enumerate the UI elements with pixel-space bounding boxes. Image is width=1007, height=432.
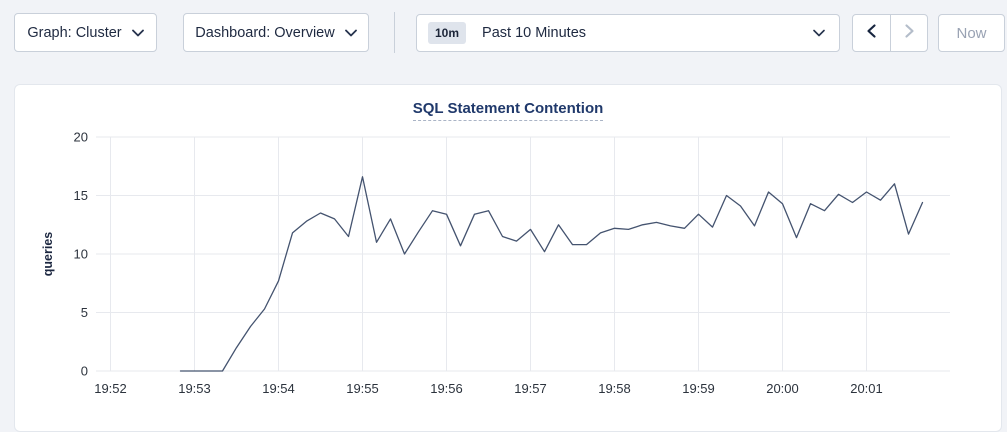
x-tick-label: 19:57 bbox=[514, 381, 547, 396]
x-tick-label: 19:56 bbox=[430, 381, 463, 396]
x-tick-label: 19:58 bbox=[598, 381, 631, 396]
x-tick-label: 20:01 bbox=[850, 381, 883, 396]
time-window-label: Past 10 Minutes bbox=[482, 25, 587, 41]
chevron-down-icon bbox=[344, 25, 357, 41]
y-tick-label: 15 bbox=[74, 188, 88, 203]
dashboard-dropdown-label: Dashboard: Overview bbox=[195, 24, 335, 41]
series-line-queries bbox=[179, 176, 924, 372]
prev-time-button[interactable] bbox=[853, 15, 890, 51]
chart-title-row: SQL Statement Contention bbox=[14, 100, 1002, 121]
dashboard-dropdown[interactable]: Dashboard: Overview bbox=[183, 13, 369, 52]
chart-title[interactable]: SQL Statement Contention bbox=[412, 100, 604, 121]
time-range-select[interactable]: 10m Past 10 Minutes bbox=[416, 14, 840, 52]
x-tick-label: 19:53 bbox=[178, 381, 211, 396]
graph-dropdown-label: Graph: Cluster bbox=[27, 24, 122, 41]
chevron-down-icon bbox=[813, 25, 825, 41]
chart-card bbox=[14, 84, 1002, 432]
y-axis-title: queries bbox=[41, 232, 55, 277]
chevron-left-icon bbox=[866, 23, 877, 44]
y-tick-label: 5 bbox=[81, 305, 88, 320]
graph-dropdown[interactable]: Graph: Cluster bbox=[14, 13, 157, 52]
x-tick-label: 19:54 bbox=[262, 381, 295, 396]
chevron-right-icon bbox=[904, 23, 915, 44]
x-tick-label: 19:55 bbox=[346, 381, 379, 396]
now-button-label: Now bbox=[956, 24, 987, 42]
now-button[interactable]: Now bbox=[938, 14, 1005, 52]
y-tick-label: 20 bbox=[74, 130, 88, 145]
x-tick-label: 19:59 bbox=[682, 381, 715, 396]
toolbar-divider bbox=[394, 12, 395, 53]
y-tick-label: 0 bbox=[81, 364, 88, 379]
chevron-down-icon bbox=[131, 25, 144, 41]
x-tick-label: 19:52 bbox=[94, 381, 127, 396]
time-nav-group bbox=[852, 14, 928, 52]
y-tick-label: 10 bbox=[74, 247, 88, 262]
time-window-badge: 10m bbox=[428, 22, 467, 44]
x-tick-label: 20:00 bbox=[766, 381, 799, 396]
next-time-button[interactable] bbox=[890, 15, 927, 51]
